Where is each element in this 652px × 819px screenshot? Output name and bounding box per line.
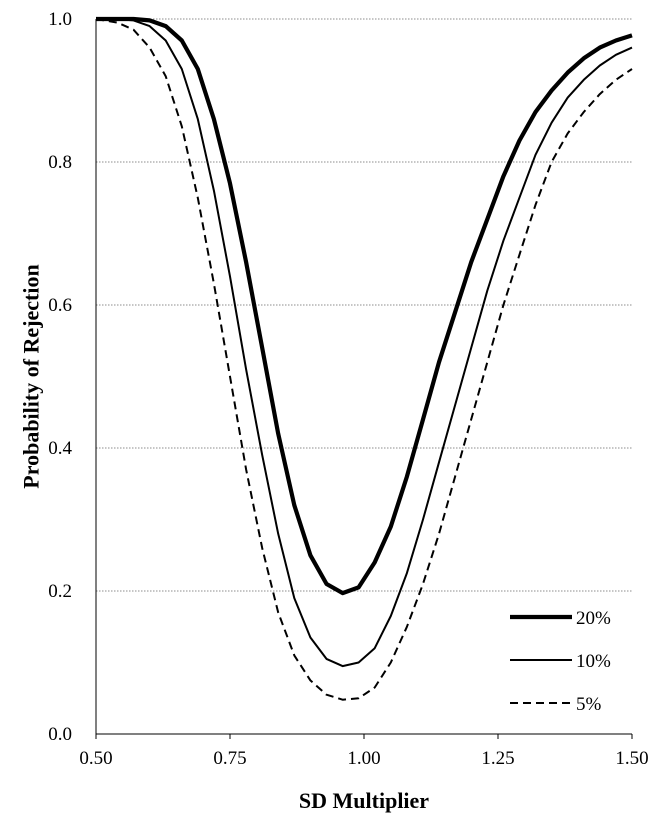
y-tick-label: 0.8 — [48, 152, 72, 173]
legend-label: 5% — [576, 694, 602, 715]
series-line-2 — [96, 18, 633, 668]
series-layer — [95, 16, 633, 701]
x-tick-label: 1.00 — [347, 748, 380, 769]
legend-label: 20% — [576, 608, 611, 629]
x-tick-label: 0.50 — [79, 748, 112, 769]
x-tick-label: 1.25 — [481, 748, 514, 769]
x-tick-label: 0.75 — [213, 748, 246, 769]
y-tick-label: 0.2 — [48, 581, 72, 602]
series-line-3 — [95, 18, 633, 701]
series-line-1 — [96, 16, 633, 596]
y-axis-title: Probability of Rejection — [19, 264, 44, 488]
legend: 20% 10% 5% — [510, 608, 611, 715]
axes — [95, 19, 633, 739]
y-tick-label: 0.0 — [48, 724, 72, 745]
grid-lines — [96, 18, 632, 592]
y-tick-label: 1.0 — [48, 9, 72, 30]
y-tick-label: 0.6 — [48, 295, 72, 316]
y-tick-label: 0.4 — [48, 438, 72, 459]
tick-labels: 0.0 0.2 0.4 0.6 0.8 1.0 0.50 0.75 1.00 1.25 1.50 — [48, 9, 648, 769]
x-axis-title: SD Multiplier — [299, 788, 429, 813]
legend-label: 10% — [576, 651, 611, 672]
x-tick-label: 1.50 — [615, 748, 648, 769]
